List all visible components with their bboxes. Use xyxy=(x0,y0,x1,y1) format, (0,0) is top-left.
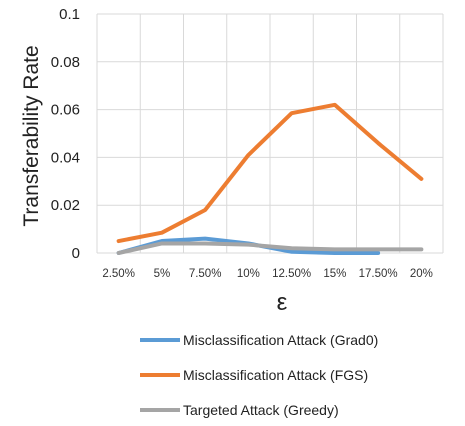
data-point xyxy=(246,153,250,157)
data-point xyxy=(203,237,207,241)
x-tick-label: 5% xyxy=(154,268,171,280)
data-point xyxy=(160,231,164,235)
data-point xyxy=(333,251,337,255)
data-point xyxy=(376,251,380,255)
series-2 xyxy=(116,102,424,244)
legend-item: Misclassification Attack (Grad0) xyxy=(140,332,378,348)
x-tick-label: 7.50% xyxy=(189,268,222,280)
series-line xyxy=(116,102,424,244)
x-tick-label: 10% xyxy=(237,268,260,280)
data-point xyxy=(376,247,380,251)
data-point xyxy=(290,246,294,250)
legend-label: Misclassification Attack (Grad0) xyxy=(183,332,378,348)
y-tick-label: 0 xyxy=(72,245,80,262)
series-3 xyxy=(116,241,424,255)
data-point xyxy=(203,241,207,245)
data-point xyxy=(333,247,337,251)
y-axis-ticks: 0 0.02 0.04 0.06 0.08 0.1 xyxy=(51,6,80,262)
data-point xyxy=(160,241,164,245)
data-point xyxy=(376,141,380,145)
legend: Misclassification Attack (Grad0) Misclass… xyxy=(140,332,378,418)
legend-label: Targeted Attack (Greedy) xyxy=(183,402,339,418)
legend-label: Misclassification Attack (FGS) xyxy=(183,367,368,383)
x-axis-title: ε xyxy=(277,289,288,316)
data-point xyxy=(290,111,294,115)
data-point xyxy=(419,247,423,251)
x-tick-label: 17.50% xyxy=(359,268,398,280)
y-tick-label: 0.1 xyxy=(59,6,80,23)
legend-item: Misclassification Attack (FGS) xyxy=(140,367,368,383)
y-axis-title: Transferability Rate xyxy=(20,45,43,226)
legend-item: Targeted Attack (Greedy) xyxy=(140,402,339,418)
data-point xyxy=(419,177,423,181)
y-tick-label: 0.04 xyxy=(51,149,80,166)
x-tick-label: 20% xyxy=(410,268,433,280)
x-tick-label: 12.50% xyxy=(272,268,311,280)
x-tick-label: 15% xyxy=(323,268,346,280)
data-point xyxy=(246,243,250,247)
data-point xyxy=(333,103,337,107)
y-tick-label: 0.06 xyxy=(51,102,80,119)
data-point xyxy=(290,250,294,254)
data-point xyxy=(117,239,121,243)
x-axis-ticks: 2.50% 5% 7.50% 10% 12.50% 15% 17.50% 20% xyxy=(102,268,433,280)
x-tick-label: 2.50% xyxy=(102,268,135,280)
series-line xyxy=(116,241,424,255)
y-tick-label: 0.02 xyxy=(51,197,80,214)
y-tick-label: 0.08 xyxy=(51,54,80,71)
data-point xyxy=(203,208,207,212)
series-lines xyxy=(116,102,424,255)
data-point xyxy=(117,251,121,255)
gridlines xyxy=(96,13,444,254)
